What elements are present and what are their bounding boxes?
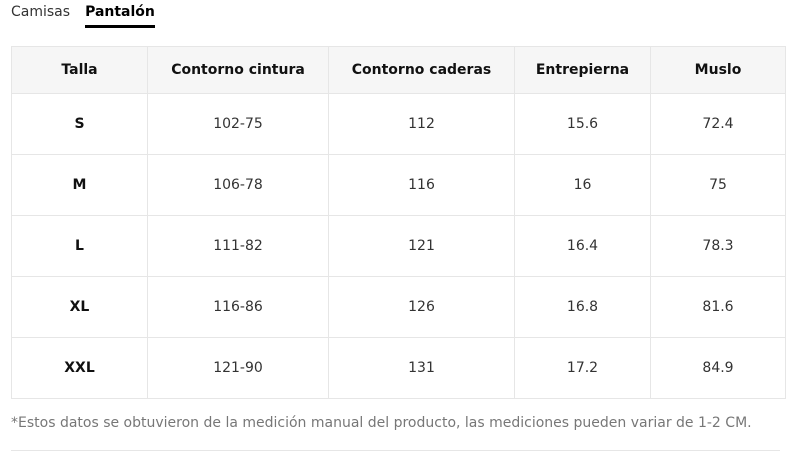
table-cell: 16 — [514, 154, 651, 216]
table-cell: 106-78 — [147, 154, 329, 216]
table-cell: 72.4 — [650, 93, 786, 155]
tab[interactable]: Pantalón — [85, 4, 155, 28]
table-cell: 111-82 — [147, 215, 329, 277]
table-cell: 75 — [650, 154, 786, 216]
column-header: Contorno cintura — [147, 46, 329, 94]
header-row: Talla Contorno cintura Contorno caderas Ent… — [11, 46, 786, 94]
column-header: Muslo — [650, 46, 786, 94]
table-cell: 17.2 — [514, 337, 651, 399]
table-cell: 121-90 — [147, 337, 329, 399]
table-cell: XXL — [11, 337, 148, 399]
table-row: XL 116-86 126 16.8 81.6 — [11, 276, 786, 338]
table-cell: 16.8 — [514, 276, 651, 338]
table-cell: 116 — [328, 154, 515, 216]
table-cell: 84.9 — [650, 337, 786, 399]
table-cell: 112 — [328, 93, 515, 155]
table-cell: XL — [11, 276, 148, 338]
table-cell: 15.6 — [514, 93, 651, 155]
table-cell: 116-86 — [147, 276, 329, 338]
column-header: Entrepierna — [514, 46, 651, 94]
tab-bar: Camisas Pantalón — [11, 4, 155, 28]
table-cell: 81.6 — [650, 276, 786, 338]
column-header: Talla — [11, 46, 148, 94]
table-row: M 106-78 116 16 75 — [11, 154, 786, 216]
column-header: Contorno caderas — [328, 46, 515, 94]
table-cell: S — [11, 93, 148, 155]
table-cell: 131 — [328, 337, 515, 399]
table-row: L 111-82 121 16.4 78.3 — [11, 215, 786, 277]
table-cell: 16.4 — [514, 215, 651, 277]
table-cell: M — [11, 154, 148, 216]
table-cell: L — [11, 215, 148, 277]
table-cell: 121 — [328, 215, 515, 277]
table-cell: 78.3 — [650, 215, 786, 277]
tab[interactable]: Camisas — [11, 4, 71, 20]
table-row: XXL 121-90 131 17.2 84.9 — [11, 337, 786, 399]
table-cell: 102-75 — [147, 93, 329, 155]
table-row: S 102-75 112 15.6 72.4 — [11, 93, 786, 155]
table-cell: 126 — [328, 276, 515, 338]
footnote: *Estos datos se obtuvieron de la medició… — [11, 415, 752, 431]
size-table: Talla Contorno cintura Contorno caderas Ent… — [11, 46, 786, 399]
divider — [11, 450, 780, 451]
